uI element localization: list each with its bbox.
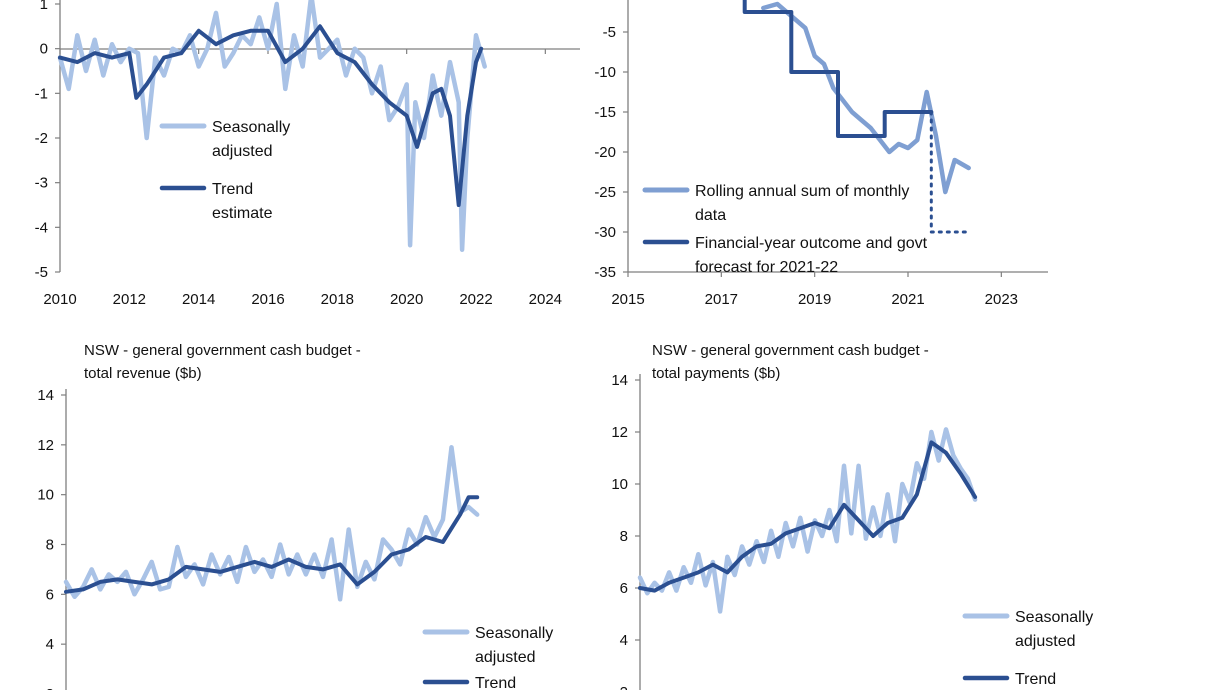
series-line-dark: [742, 0, 934, 138]
legend-label: Seasonally: [212, 119, 290, 136]
x-tick-label: 2021: [891, 291, 924, 308]
legend-label: Trend: [475, 675, 516, 690]
chart-title-line: total revenue ($b): [84, 365, 202, 382]
y-tick-label: -5: [603, 24, 616, 41]
y-tick-label: 8: [620, 528, 628, 545]
x-tick-label: 2010: [43, 291, 76, 308]
chart-top-right: -5 -10 -15 -20 -25 -30 -35 2015 2017 2019 2021 2023…: [594, 0, 1048, 308]
chart-title-line: NSW - general government cash budget -: [652, 342, 929, 359]
y-tick-label: -2: [35, 130, 48, 147]
series-line-mid: [761, 1, 971, 195]
y-tick-label: 6: [620, 580, 628, 597]
legend-label: data: [695, 207, 726, 224]
x-tick-label: 2023: [985, 291, 1018, 308]
x-tick-label: 2017: [705, 291, 738, 308]
y-tick-label: 12: [37, 437, 54, 454]
x-tick-label: 2019: [798, 291, 831, 308]
y-tick-label: 4: [620, 632, 628, 649]
series-line-dark: [58, 24, 484, 207]
y-tick-label: 12: [611, 424, 628, 441]
legend-label: Trend: [1015, 671, 1056, 688]
legend-label: Rolling annual sum of monthly: [695, 183, 909, 200]
y-tick-label: -10: [594, 64, 616, 81]
y-tick-label: -15: [594, 104, 616, 121]
legend-label: Seasonally: [1015, 609, 1093, 626]
y-tick-label: 6: [46, 586, 54, 603]
x-tick-label: 2020: [390, 291, 423, 308]
legend-label: adjusted: [212, 143, 273, 160]
y-tick-label: 2: [46, 686, 54, 690]
y-tick-label: -20: [594, 144, 616, 161]
chart-total-payments: NSW - general government cash budget - to…: [611, 342, 1093, 690]
x-tick-label: 2024: [529, 291, 562, 308]
x-tick-label: 2014: [182, 291, 215, 308]
chart-title-line: NSW - general government cash budget -: [84, 342, 361, 359]
series-line-light: [637, 427, 978, 614]
y-tick-label: 8: [46, 537, 54, 554]
y-tick-label: 4: [46, 636, 54, 653]
legend-label: estimate: [212, 205, 273, 222]
y-tick-label: -5: [35, 264, 48, 281]
x-tick-label: 2015: [611, 291, 644, 308]
series-line-dark: [64, 495, 480, 594]
series-line-light: [57, 0, 487, 252]
y-tick-label: -4: [35, 219, 48, 236]
legend-label: adjusted: [475, 649, 536, 666]
y-tick-label: 0: [40, 41, 48, 58]
series-line-dotted: [929, 110, 971, 234]
x-tick-label: 2016: [251, 291, 284, 308]
y-tick-label: 14: [37, 387, 54, 404]
y-tick-label: 1: [40, 0, 48, 13]
y-tick-label: 10: [611, 476, 628, 493]
legend-label: forecast for 2021-22: [695, 259, 838, 276]
y-tick-label: 10: [37, 487, 54, 504]
y-tick-label: -3: [35, 175, 48, 192]
y-tick-label: 14: [611, 372, 628, 389]
legend-label: Financial-year outcome and govt: [695, 235, 928, 252]
x-tick-label: 2012: [113, 291, 146, 308]
series-line-light: [63, 445, 480, 602]
series-line-dark: [638, 440, 978, 593]
y-tick-label: -1: [35, 85, 48, 102]
y-tick-label: -30: [594, 224, 616, 241]
x-tick-label: 2018: [321, 291, 354, 308]
legend-label: Seasonally: [475, 625, 553, 642]
x-tick-label: 2022: [459, 291, 492, 308]
legend-label: adjusted: [1015, 633, 1076, 650]
chart-top-left: 1 0 -1 -2 -3 -4 -5 2010 2012 2014 2016 2018 2020 2022…: [35, 0, 580, 308]
y-tick-label: 2: [620, 684, 628, 690]
y-tick-label: -25: [594, 184, 616, 201]
chart-title-line: total payments ($b): [652, 365, 780, 382]
chart-total-revenue: NSW - general government cash budget - to…: [37, 342, 553, 690]
y-tick-label: -35: [594, 264, 616, 281]
legend-label: Trend: [212, 181, 253, 198]
